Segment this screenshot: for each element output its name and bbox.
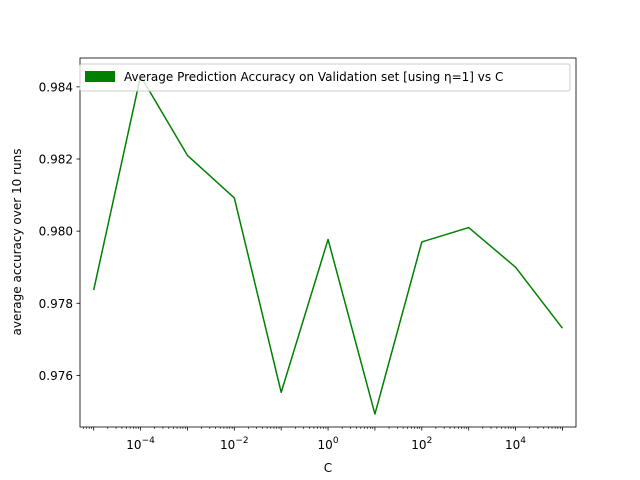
legend: Average Prediction Accuracy on Validatio… bbox=[79, 63, 571, 92]
x-tick-label: 10−2 bbox=[220, 436, 249, 452]
y-tick-label: 0.976 bbox=[39, 369, 73, 383]
x-axis-title: C bbox=[324, 461, 332, 475]
x-tick-label: 10−4 bbox=[126, 436, 155, 452]
series-line bbox=[92, 75, 564, 415]
legend-label: Average Prediction Accuracy on Validatio… bbox=[124, 70, 503, 84]
y-tick-label: 0.982 bbox=[39, 152, 73, 166]
y-tick-label: 0.978 bbox=[39, 297, 73, 311]
x-axis-ticks: 10−4 10−2 100 102 104 bbox=[83, 427, 563, 452]
x-tick-label: 100 bbox=[318, 436, 339, 452]
y-axis-title: average accuracy over 10 runs bbox=[10, 149, 24, 336]
legend-swatch bbox=[85, 71, 115, 82]
legend-box bbox=[79, 63, 571, 92]
series-lines bbox=[92, 75, 564, 415]
plot-frame bbox=[79, 57, 577, 428]
y-tick-label: 0.984 bbox=[39, 80, 73, 94]
x-tick-label: 102 bbox=[411, 436, 432, 452]
plot-area bbox=[80, 58, 576, 427]
y-axis-ticks: 0.976 0.978 0.980 0.982 0.984 bbox=[39, 80, 80, 383]
x-tick-label: 104 bbox=[505, 436, 526, 452]
y-tick-label: 0.980 bbox=[39, 225, 73, 239]
